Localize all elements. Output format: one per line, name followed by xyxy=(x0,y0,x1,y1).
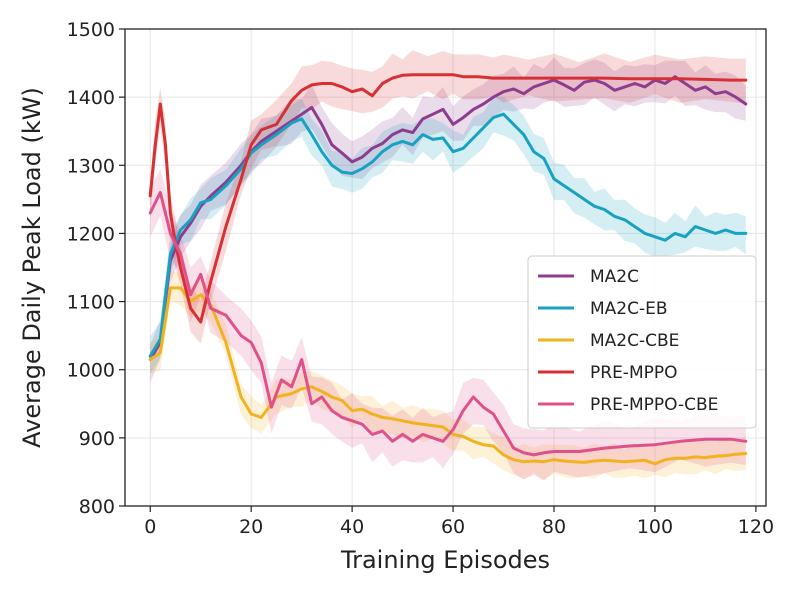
x-tick-label: 20 xyxy=(239,516,263,538)
legend-label: PRE-MPPO xyxy=(590,363,678,383)
legend-item: PRE-MPPO-CBE xyxy=(538,395,718,415)
legend-box xyxy=(527,255,757,429)
series-band xyxy=(150,169,746,481)
series-line xyxy=(148,191,748,457)
legend-item: PRE-MPPO xyxy=(538,363,678,383)
y-tick-label: 800 xyxy=(79,496,115,518)
legend-label: MA2C-EB xyxy=(590,299,668,319)
legend-item: MA2C-EB xyxy=(538,299,668,319)
y-axis-ticks: 800 900 1000 1100 1200 1300 1400 1500 xyxy=(67,19,125,518)
y-axis-label: Average Daily Peak Load (kW) xyxy=(18,87,46,448)
x-tick-label: 80 xyxy=(542,516,566,538)
series-line xyxy=(148,286,748,466)
plot-frame xyxy=(124,28,767,507)
legend: MA2C MA2C-EB MA2C-CBE PRE-MPPO PRE-MPPO-CBE xyxy=(527,255,757,429)
series-band xyxy=(150,57,746,383)
x-tick-label: 0 xyxy=(144,516,156,538)
legend-label: PRE-MPPO-CBE xyxy=(590,395,718,415)
series-lines xyxy=(148,73,748,466)
y-tick-label: 1100 xyxy=(67,292,115,314)
x-tick-label: 120 xyxy=(738,516,774,538)
series-line xyxy=(148,75,748,361)
legend-label: MA2C xyxy=(590,267,639,287)
series-line xyxy=(148,73,748,324)
x-tick-label: 100 xyxy=(637,516,673,538)
series-band xyxy=(150,96,746,374)
series-line xyxy=(148,112,748,358)
y-tick-label: 1300 xyxy=(67,155,115,177)
y-tick-label: 900 xyxy=(79,428,115,450)
y-tick-label: 1200 xyxy=(67,223,115,245)
legend-item: MA2C xyxy=(538,267,639,287)
y-tick-label: 1400 xyxy=(67,87,115,109)
legend-item: MA2C-CBE xyxy=(538,331,679,351)
x-tick-label: 60 xyxy=(441,516,465,538)
x-axis-ticks: 0 20 40 60 80 100 120 xyxy=(144,506,774,538)
x-tick-label: 40 xyxy=(340,516,364,538)
y-tick-label: 1000 xyxy=(67,360,115,382)
y-tick-label: 1500 xyxy=(67,19,115,41)
legend-label: MA2C-CBE xyxy=(590,331,679,351)
x-axis-label: Training Episodes xyxy=(340,546,550,574)
